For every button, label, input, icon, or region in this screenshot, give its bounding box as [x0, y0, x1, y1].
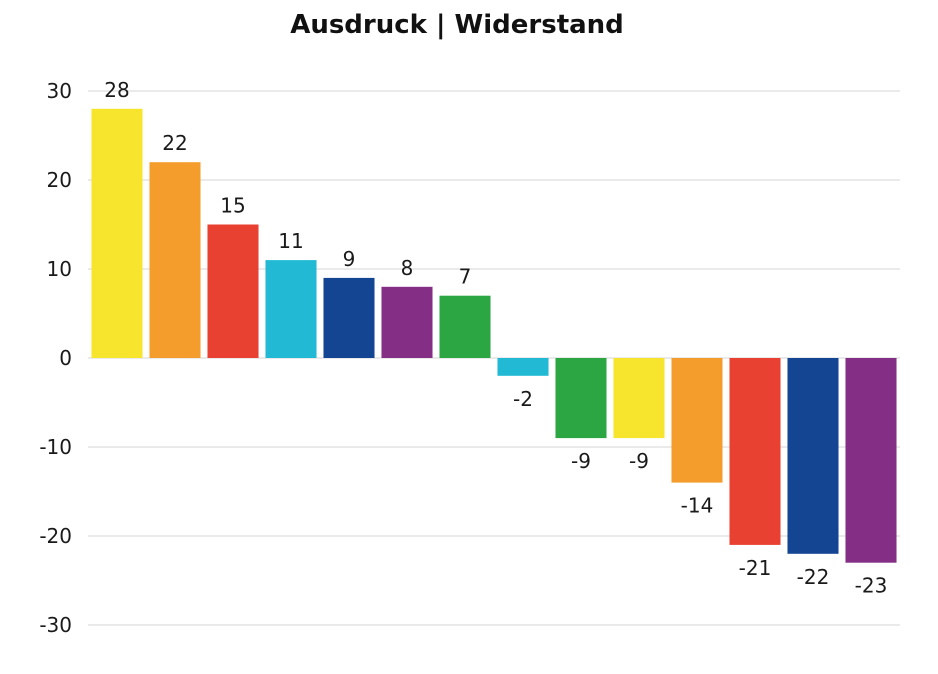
bar — [149, 162, 201, 358]
y-tick-label: -10 — [39, 435, 72, 459]
bar — [323, 277, 375, 358]
y-tick-label: 30 — [47, 79, 72, 103]
bar-value-label: -21 — [739, 556, 772, 580]
bar — [381, 286, 433, 358]
y-tick-label: 20 — [47, 168, 72, 192]
y-tick-label: -20 — [39, 524, 72, 548]
bar-value-label: -2 — [513, 387, 533, 411]
y-tick-label: -30 — [39, 613, 72, 637]
bar-value-label: -9 — [629, 449, 649, 473]
bar — [555, 358, 607, 439]
bar — [787, 358, 839, 554]
bar-value-label: -9 — [571, 449, 591, 473]
bar — [729, 358, 781, 545]
data-labels: 28 22 15 11 9 8 7 -2 -9 -9 -14 -21 -22 -23 — [104, 78, 887, 598]
bar — [91, 108, 143, 358]
bar — [265, 260, 317, 358]
bar-value-label: -22 — [797, 565, 830, 589]
bar-value-label: 7 — [459, 265, 472, 289]
bar-value-label: -14 — [681, 494, 714, 518]
chart-title: Ausdruck | Widerstand — [290, 10, 624, 40]
bar — [439, 295, 491, 358]
bar — [845, 358, 897, 563]
bar — [613, 358, 665, 439]
bar — [207, 224, 259, 358]
bar-value-label: 22 — [162, 131, 187, 155]
bars — [91, 108, 897, 563]
bar — [671, 358, 723, 483]
bar-value-label: 8 — [401, 256, 414, 280]
y-axis-tick-labels: 30 20 10 0 -10 -20 -30 — [39, 79, 72, 637]
bar-value-label: 15 — [220, 194, 245, 218]
y-tick-label: 0 — [59, 346, 72, 370]
bar-value-label: -23 — [855, 574, 888, 598]
bar — [497, 358, 549, 376]
bar-value-label: 28 — [104, 78, 129, 102]
bar-value-label: 9 — [343, 247, 356, 271]
y-tick-label: 10 — [47, 257, 72, 281]
bar-value-label: 11 — [278, 229, 303, 253]
